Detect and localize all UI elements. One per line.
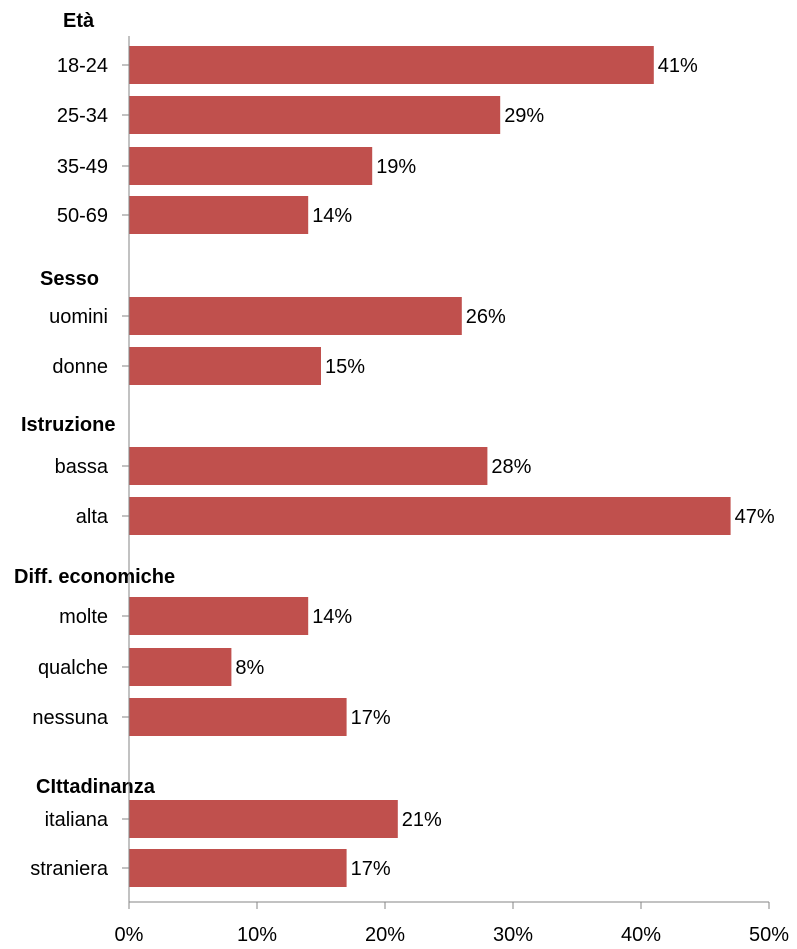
bar-35-49 [129,147,373,185]
group-titles: Età Sesso Istruzione Diff. economiche CIttad… [14,10,175,798]
value-label: 26% [466,306,506,328]
group-title: Età [63,10,95,32]
value-label: 14% [312,205,352,227]
category-label: alta [76,506,109,528]
x-tick-label: 10% [237,924,277,946]
category-label: 25-34 [57,105,108,127]
bar-donne [129,347,321,385]
category-label: straniera [30,858,109,880]
group-title: CIttadinanza [36,776,156,798]
bars [129,46,731,887]
category-label: donne [52,356,108,378]
category-label: nessuna [32,707,108,729]
x-tick-label: 30% [493,924,533,946]
group-title: Sesso [40,268,99,290]
bar-straniera [129,849,347,887]
value-labels: 41% 29% 19% 14% 26% 15% 28% 47% 14% 8% 17% 21% 17% [235,55,774,880]
x-tick-label: 0% [115,924,144,946]
value-label: 15% [325,356,365,378]
category-label: uomini [49,306,108,328]
bar-qualche [129,648,232,686]
category-label: bassa [55,456,109,478]
value-label: 17% [351,858,391,880]
value-label: 21% [402,809,442,831]
category-label: 35-49 [57,156,108,178]
value-label: 29% [504,105,544,127]
bar-bassa [129,447,488,485]
value-label: 14% [312,606,352,628]
value-label: 28% [491,456,531,478]
value-label: 47% [735,506,775,528]
value-label: 19% [376,156,416,178]
category-labels: 18-24 25-34 35-49 50-69 uomini donne bassa alta… [30,55,109,880]
bar-uomini [129,297,462,335]
category-label: 18-24 [57,55,108,77]
bar-18-24 [129,46,654,84]
value-label: 8% [235,657,264,679]
group-title: Istruzione [21,414,115,436]
value-label: 41% [658,55,698,77]
bar-25-34 [129,96,501,134]
category-label: 50-69 [57,205,108,227]
axes: 0% 10% 20% 30% 40% 50% [115,36,789,946]
bar-alta [129,497,731,535]
category-label: qualche [38,657,108,679]
x-tick-label: 40% [621,924,661,946]
x-tick-label: 20% [365,924,405,946]
bar-50-69 [129,196,309,234]
value-label: 17% [351,707,391,729]
bar-nessuna [129,698,347,736]
category-label: italiana [45,809,109,831]
bar-molte [129,597,309,635]
bar-italiana [129,800,398,838]
group-title: Diff. economiche [14,566,175,588]
category-label: molte [59,606,108,628]
x-tick-label: 50% [749,924,789,946]
